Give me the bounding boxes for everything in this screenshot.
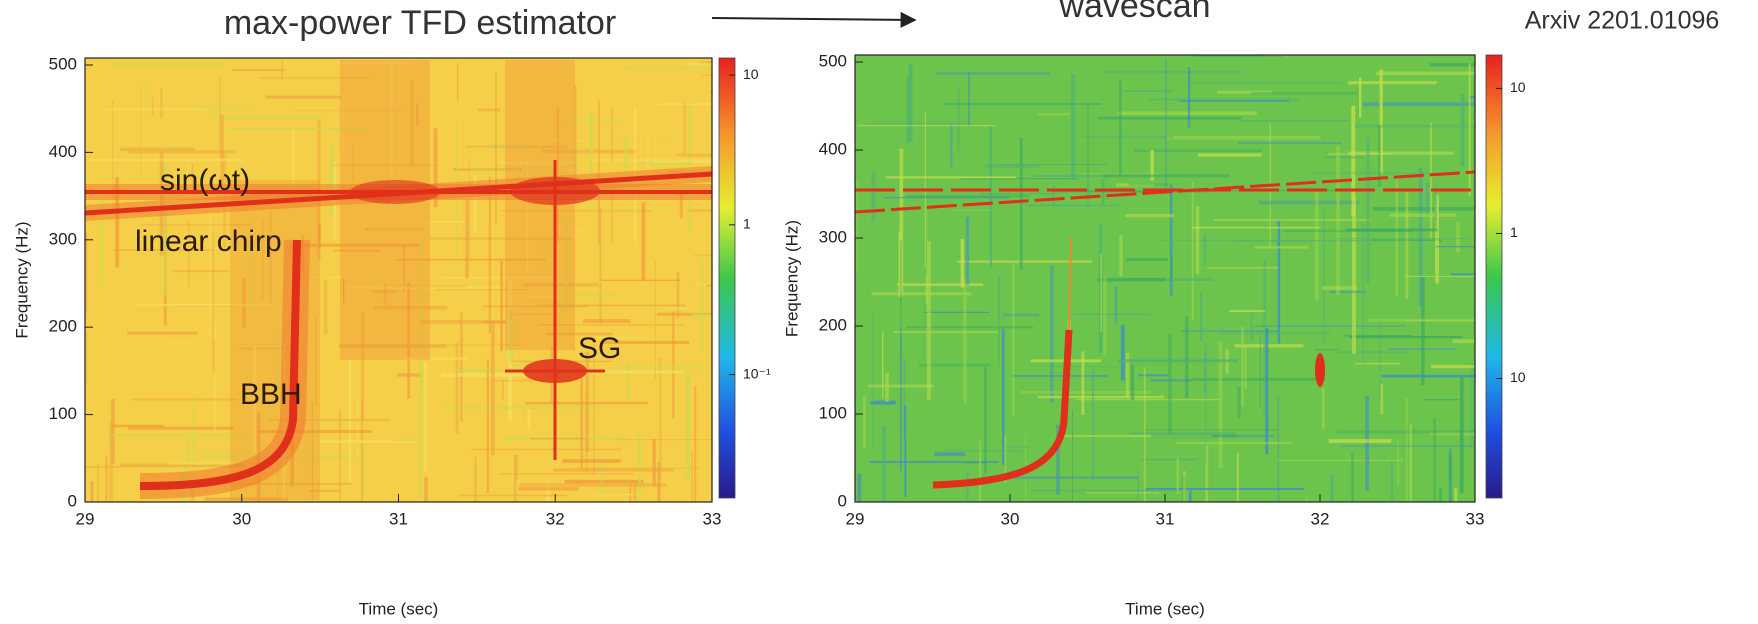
x-tick-label: 30	[1001, 509, 1020, 528]
x-axis-label: Time (sec)	[1125, 599, 1205, 618]
x-tick-label: 29	[76, 509, 95, 528]
annotation: linear chirp	[135, 225, 282, 258]
colorbar-tick-label: 1	[1510, 224, 1518, 240]
chart-title: wavescan	[1058, 0, 1210, 25]
x-tick-label: 29	[846, 509, 865, 528]
y-tick-label: 400	[819, 140, 847, 159]
x-tick-label: 33	[703, 509, 722, 528]
y-tick-label: 500	[819, 52, 847, 71]
x-tick-label: 30	[232, 509, 251, 528]
x-axis-label: Time (sec)	[359, 599, 439, 618]
y-tick-label: 200	[49, 317, 77, 336]
features-right	[855, 170, 1475, 489]
y-axis-label: Frequency (Hz)	[782, 220, 801, 337]
y-tick-label: 100	[819, 403, 847, 422]
x-tick-label: 32	[1311, 509, 1330, 528]
colorbar	[718, 57, 736, 499]
heatmap-right	[855, 55, 1475, 502]
y-tick-label: 300	[819, 228, 847, 247]
y-axis-label: Frequency (Hz)	[12, 221, 31, 338]
y-tick-label: 200	[819, 316, 847, 335]
x-tick-label: 32	[546, 509, 565, 528]
annotation: sin(ωt)	[160, 164, 250, 197]
y-tick-label: 100	[49, 404, 77, 423]
colorbar-tick-label: 1	[743, 216, 751, 232]
x-tick-label: 31	[1156, 509, 1175, 528]
annotation: BBH	[240, 378, 302, 411]
colorbar	[1485, 54, 1503, 499]
y-tick-label: 400	[49, 142, 77, 161]
x-tick-label: 33	[1466, 509, 1485, 528]
y-tick-label: 300	[49, 229, 77, 248]
y-tick-label: 0	[838, 491, 847, 510]
y-tick-label: 0	[68, 491, 77, 510]
heatmap-left	[85, 58, 712, 502]
chart-title: max-power TFD estimator	[224, 4, 616, 42]
arrow	[711, 11, 917, 28]
reference: Arxiv 2201.01096	[1525, 7, 1720, 35]
annotation: SG	[578, 332, 621, 365]
colorbar-tick-label: 10⁻¹	[743, 365, 771, 381]
colorbar-tick-label: 10	[743, 66, 759, 82]
colorbar-tick-label: 10	[1510, 79, 1526, 95]
colorbar-tick-label: 10	[1510, 369, 1526, 385]
x-tick-label: 31	[389, 509, 408, 528]
y-tick-label: 500	[49, 54, 77, 73]
features-left	[85, 60, 712, 500]
